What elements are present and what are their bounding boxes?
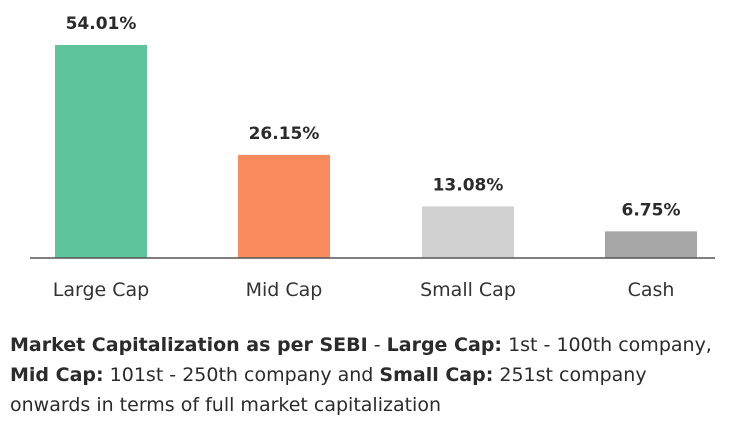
- footnote-large-cap-term: Large Cap:: [386, 334, 503, 356]
- bar-cash: [605, 231, 697, 258]
- value-label-cash: 6.75%: [622, 200, 681, 220]
- bars-layer: [55, 45, 697, 258]
- value-label-mid-cap: 26.15%: [249, 124, 320, 144]
- market-cap-bar-chart: 54.01% Large Cap 26.15% Mid Cap 13.08% Small …: [30, 14, 715, 301]
- bar-mid-cap: [238, 154, 330, 258]
- footnote-large-cap-def: 1st - 100th company,: [502, 334, 712, 356]
- value-label-small-cap: 13.08%: [433, 175, 504, 195]
- bar-small-cap: [422, 206, 514, 258]
- footnote-small-cap-def: 251st company onwards in terms of full m…: [10, 364, 647, 416]
- category-label-cash: Cash: [628, 279, 675, 301]
- labels-layer: 54.01% Large Cap 26.15% Mid Cap 13.08% Small …: [53, 14, 681, 301]
- value-label-large-cap: 54.01%: [66, 14, 137, 34]
- category-label-mid-cap: Mid Cap: [246, 279, 323, 301]
- footnote: Market Capitalization as per SEBI - Larg…: [10, 330, 730, 420]
- category-label-large-cap: Large Cap: [53, 279, 149, 301]
- bar-large-cap: [55, 45, 147, 258]
- footnote-separator: -: [367, 334, 387, 356]
- footnote-mid-cap-def: 101st - 250th company and: [103, 364, 380, 386]
- category-label-small-cap: Small Cap: [420, 279, 516, 301]
- footnote-title: Market Capitalization as per SEBI: [10, 334, 368, 356]
- footnote-small-cap-term: Small Cap:: [379, 364, 494, 386]
- footnote-mid-cap-term: Mid Cap:: [10, 364, 104, 386]
